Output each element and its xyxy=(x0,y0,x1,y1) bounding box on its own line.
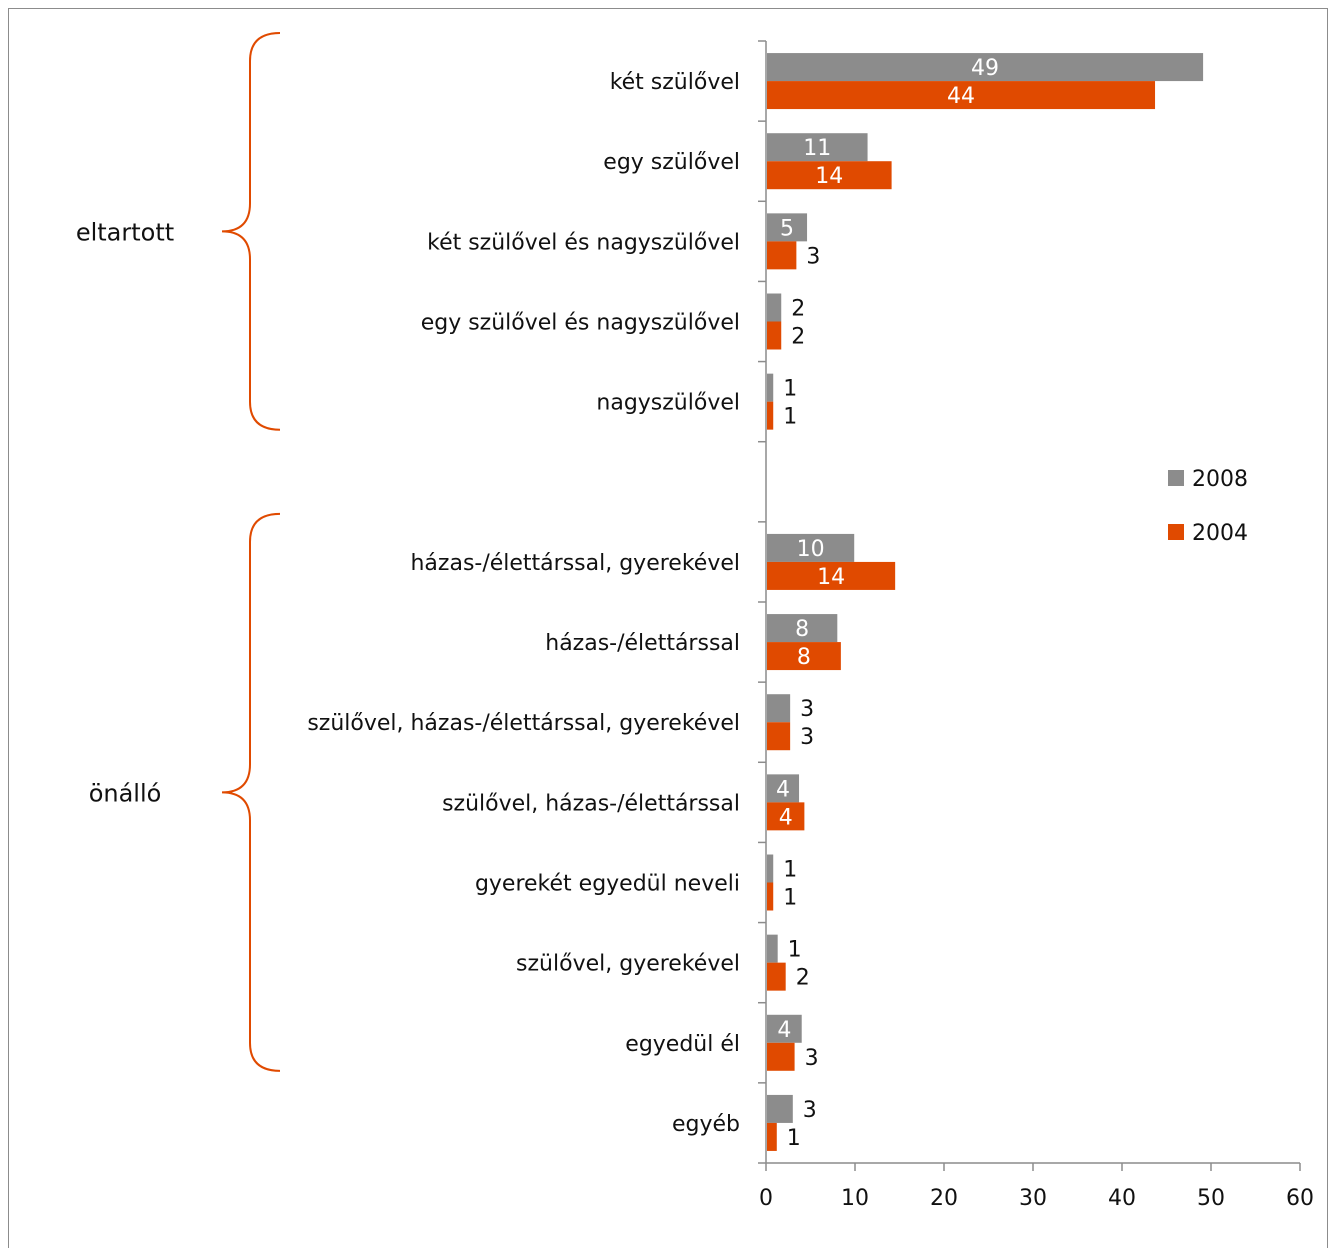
category-label: egyedül él xyxy=(625,1032,740,1057)
bar-2004 xyxy=(767,161,892,190)
bar-2004 xyxy=(767,802,805,831)
bar-2004 xyxy=(767,401,774,430)
x-tick-label: 30 xyxy=(1019,1186,1047,1211)
bar-2004 xyxy=(767,321,782,350)
data-label-2008: 4 xyxy=(777,1018,791,1043)
x-tick-label: 60 xyxy=(1286,1186,1314,1211)
category-label: szülővel, gyerekével xyxy=(516,952,740,977)
bar-2008 xyxy=(767,533,855,562)
data-label-2004: 3 xyxy=(806,244,820,269)
bar-2008 xyxy=(767,614,838,643)
data-label-2008: 8 xyxy=(795,617,809,642)
group-label: önálló xyxy=(89,779,162,807)
category-label: egyéb xyxy=(672,1112,740,1137)
legend-label-2008: 2008 xyxy=(1192,467,1248,492)
x-tick-label: 10 xyxy=(841,1186,869,1211)
legend: 2008 2004 xyxy=(1168,467,1248,546)
data-label-2004: 2 xyxy=(791,325,805,350)
bar-2008 xyxy=(767,854,774,883)
bar-2004 xyxy=(767,722,791,751)
data-label-2008: 10 xyxy=(797,537,825,562)
data-label-2004: 1 xyxy=(787,1126,801,1151)
group-label: eltartott xyxy=(76,218,174,246)
category-label: házas-/élettárssal xyxy=(545,631,740,656)
category-label: szülővel, házas-/élettárssal, gyerekével xyxy=(307,711,740,736)
data-label-2008: 2 xyxy=(791,297,805,322)
bar-2008 xyxy=(767,1094,793,1123)
bar-2004 xyxy=(767,241,797,270)
x-tick-label: 20 xyxy=(930,1186,958,1211)
data-label-2004: 3 xyxy=(805,1046,819,1071)
bar-2008 xyxy=(767,934,778,963)
category-label: szülővel, házas-/élettárssal xyxy=(442,791,740,816)
bar-2004 xyxy=(767,642,841,671)
category-label: gyerekét egyedül neveli xyxy=(475,872,740,897)
bar-2008 xyxy=(767,213,808,242)
bar-2008 xyxy=(767,133,868,162)
chart-frame xyxy=(8,8,1328,1248)
legend-label-2004: 2004 xyxy=(1192,521,1248,546)
category-label: két szülővel és nagyszülővel xyxy=(427,230,740,255)
data-label-2008: 11 xyxy=(803,136,831,161)
data-label-2004: 44 xyxy=(947,84,975,109)
data-label-2004: 8 xyxy=(797,645,811,670)
bar-2004 xyxy=(767,1042,795,1071)
x-tick-label: 50 xyxy=(1197,1186,1225,1211)
bar-2008 xyxy=(767,1014,802,1043)
category-label: nagyszülővel xyxy=(596,391,740,416)
data-label-2008: 1 xyxy=(788,938,802,963)
data-label-2008: 49 xyxy=(971,56,999,81)
category-label: egy szülővel és nagyszülővel xyxy=(421,311,740,336)
bar-2004 xyxy=(767,882,774,911)
group-brace xyxy=(221,512,281,1072)
bar-2004 xyxy=(767,1122,777,1151)
data-label-2004: 1 xyxy=(783,886,797,911)
data-label-2004: 4 xyxy=(779,805,793,830)
bar-2004 xyxy=(767,962,786,991)
data-label-2004: 3 xyxy=(800,725,814,750)
data-label-2008: 4 xyxy=(776,777,790,802)
bar-2008 xyxy=(767,774,800,803)
bar-2004 xyxy=(767,561,896,590)
category-label: egy szülővel xyxy=(603,150,740,175)
data-label-2008: 3 xyxy=(800,697,814,722)
data-label-2004: 1 xyxy=(783,405,797,430)
bar-2008 xyxy=(767,373,774,402)
data-label-2008: 3 xyxy=(803,1098,817,1123)
group-braces: eltartott önálló xyxy=(76,32,281,1072)
data-label-2008: 1 xyxy=(783,377,797,402)
data-label-2008: 1 xyxy=(783,858,797,883)
category-label: házas-/élettárssal, gyerekével xyxy=(410,551,740,576)
bar-2008 xyxy=(767,293,782,322)
data-label-2004: 14 xyxy=(817,565,845,590)
bar-2008 xyxy=(767,53,1204,82)
legend-swatch-2004 xyxy=(1168,524,1184,540)
group-brace xyxy=(221,32,281,431)
data-label-2004: 14 xyxy=(815,164,843,189)
legend-swatch-2008 xyxy=(1168,470,1184,486)
axes: 0 10 20 30 40 50 60 két szülővel egy szülővel két… xyxy=(307,40,1314,1211)
category-label: két szülővel xyxy=(610,70,740,95)
bar-2004 xyxy=(767,81,1156,110)
x-tick-label: 0 xyxy=(759,1186,773,1211)
bar-2008 xyxy=(767,694,791,723)
data-label-2008: 5 xyxy=(780,216,794,241)
data-label-2004: 2 xyxy=(796,966,810,991)
x-tick-label: 40 xyxy=(1108,1186,1136,1211)
